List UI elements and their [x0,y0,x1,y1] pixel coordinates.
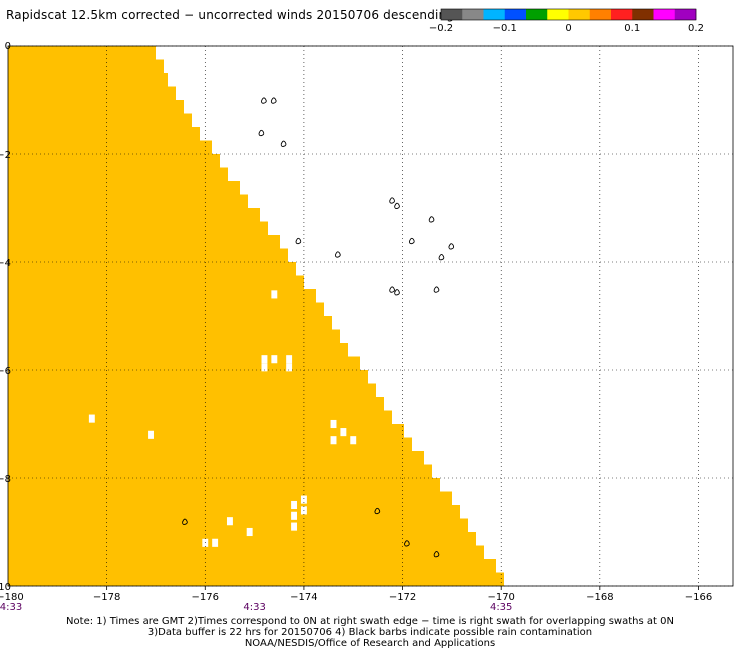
rain-flag [394,289,400,296]
rain-flag [280,140,287,147]
y-tick-label: 0 [5,41,11,52]
rain-flag [394,202,400,209]
colorbar-tick-label: 0.2 [688,23,704,34]
colorbar-segment [441,9,463,20]
rain-flag [448,243,455,250]
colorbar-segment [526,9,548,20]
missing-cell [271,355,278,364]
colorbar-segment [462,9,484,20]
rain-flag [408,237,415,245]
x-tick-label: −180 [0,592,24,603]
rain-flag [404,540,410,547]
swath-fill [8,46,512,586]
missing-cell [261,355,268,364]
rain-flag [261,97,267,104]
rain-flag [295,237,302,245]
time-label: 4:33 [0,602,22,610]
missing-cell [330,436,337,445]
rain-flag [389,286,395,293]
y-tick-label: −8 [0,474,11,485]
colorbar-frame [440,8,697,21]
colorbar-segment [632,9,654,20]
y-tick-label: −10 [0,582,11,593]
x-tick-label: −176 [192,592,219,603]
missing-cell [286,355,293,364]
colorbar-segment [653,9,676,20]
x-tick-label: −174 [290,592,317,603]
x-tick-label: −178 [93,592,120,603]
rain-flag [433,551,440,558]
rain-flag [438,254,445,261]
plot-frame [7,45,734,587]
note-line-1: Note: 1) Times are GMT 2)Times correspon… [66,616,674,627]
colorbar-segment [547,9,569,20]
colorbar-segment [483,9,506,20]
time-label: 4:35 [490,602,512,610]
missing-cell [350,436,357,445]
missing-cell [226,517,233,526]
colorbar-tick-label: 0 [565,23,571,34]
x-tick-label: −170 [487,592,514,603]
missing-cell [246,527,253,537]
missing-cell [212,538,219,547]
missing-cell [88,414,95,423]
missing-cell [340,428,347,437]
colorbar: −0.2 −0.1 0 0.1 0.2 [429,8,704,34]
x-tick-label: −172 [389,592,416,603]
rain-flag [334,251,341,258]
missing-cell [148,430,154,439]
colorbar-tick-label: −0.1 [493,23,517,34]
colorbar-tick-label: 0.1 [624,23,640,34]
colorbar-segment [589,9,612,20]
rain-flag [258,129,265,137]
rain-flag [433,286,440,293]
missing-cell [286,363,293,372]
time-label: 4:33 [243,602,265,610]
y-tick-label: −4 [0,258,11,269]
rain-flag [374,507,381,515]
y-tick-label: −2 [0,150,11,161]
missing-cell [300,495,307,504]
missing-cell [291,522,298,531]
colorbar-tick-label: −0.2 [429,23,453,34]
y-tick-label: −6 [0,366,11,377]
rain-flag [270,97,277,104]
colorbar-segment [568,9,591,20]
rain-flag [389,197,395,204]
colorbar-segment [674,9,697,20]
colorbar-segment [611,9,633,20]
rain-flag [182,518,188,525]
colorbar-segment [504,9,527,20]
note-line-3: NOAA/NESDIS/Office of Research and Appli… [244,638,496,649]
map-layer [8,46,512,586]
missing-cell [261,363,268,372]
note-line-2: 3)Data buffer is 22 hrs for 20150706 4) … [147,627,593,638]
chart-title: Rapidscat 12.5km corrected − uncorrected… [6,8,455,22]
missing-cell [291,511,298,520]
x-tick-label: −168 [586,592,613,603]
x-tick-label: −166 [685,592,712,603]
missing-cell [330,419,337,429]
rain-flag [428,216,435,223]
missing-cell [291,500,298,510]
missing-cell [271,290,278,299]
plot-area: −178 −176 −174 −172 −170 −168 −166 −180 0 −2 −4 −6 −… [0,41,734,610]
